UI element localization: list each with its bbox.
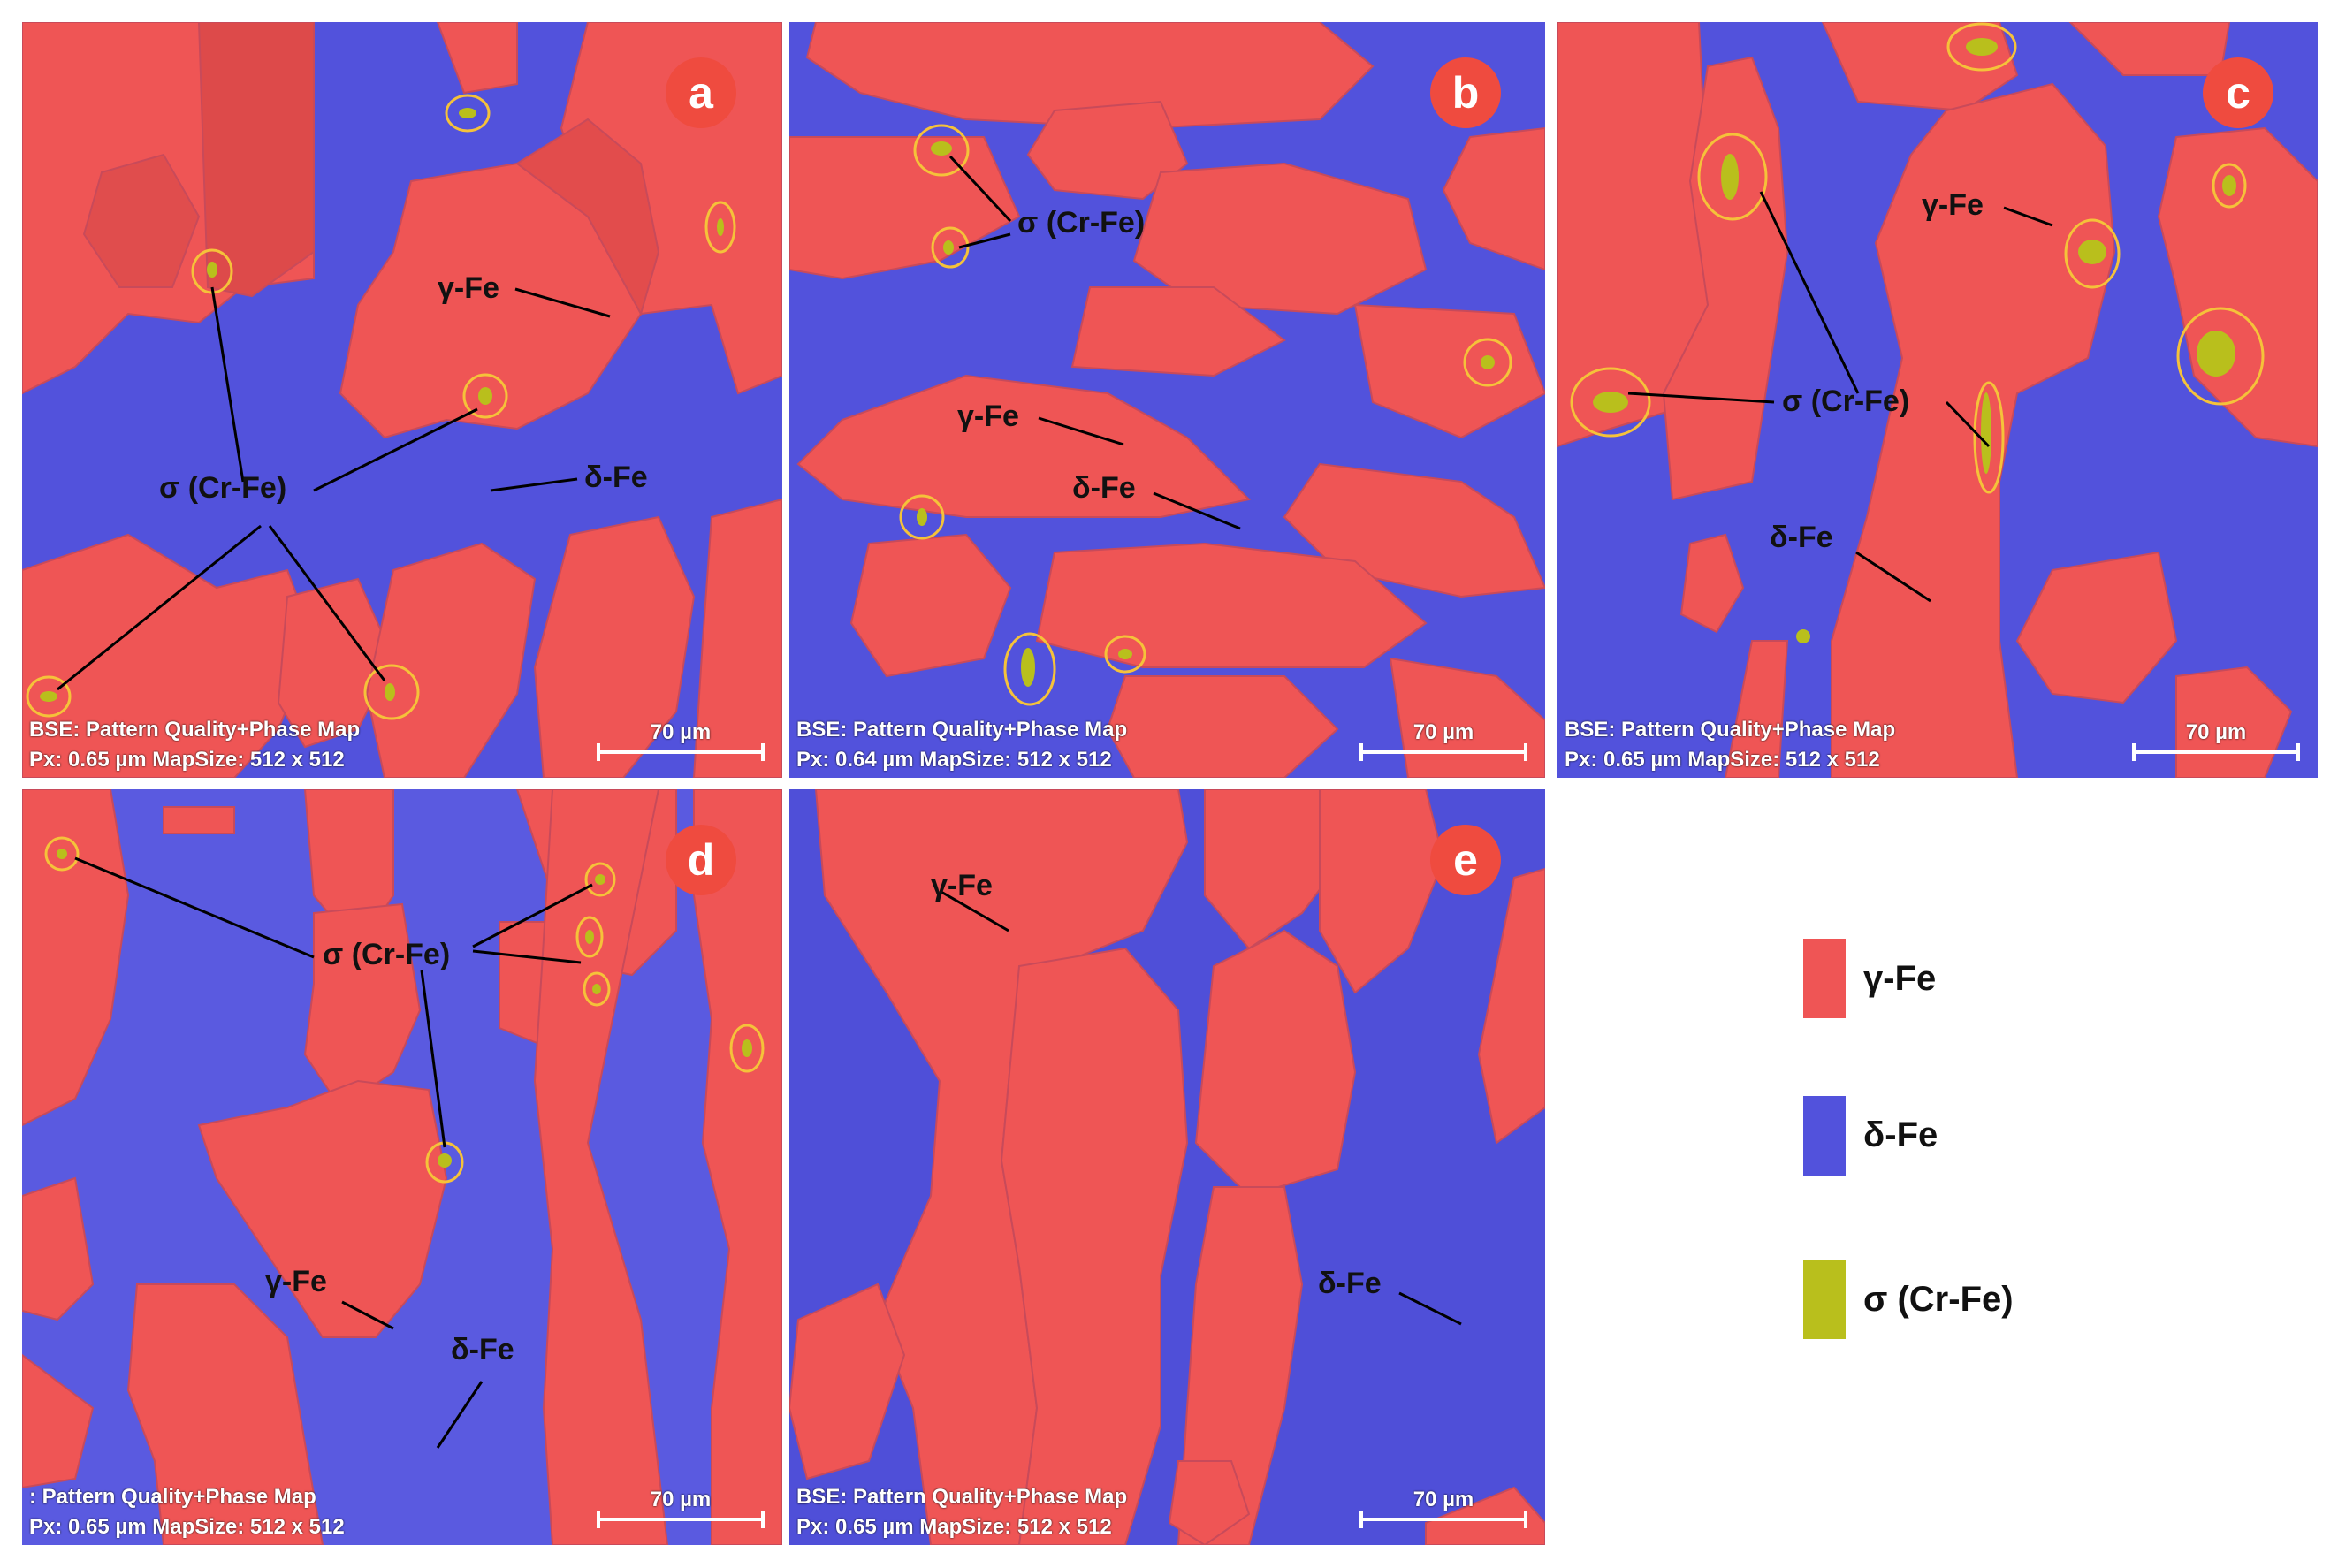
- label-delta: δ-Fe: [584, 461, 648, 494]
- scale-label: 70 µm: [650, 720, 712, 744]
- caption-line-1: BSE: Pattern Quality+Phase Map: [29, 718, 361, 742]
- scale-line: [597, 1511, 765, 1528]
- panel-e: e BSE: Pattern Quality+Phase Map Px: 0.6…: [789, 789, 1545, 1545]
- legend-swatch-gamma: [1803, 939, 1846, 1018]
- panel-letter-c: c: [2203, 57, 2273, 128]
- scale-label: 70 µm: [650, 1488, 712, 1511]
- panel-letter-b: b: [1430, 57, 1501, 128]
- label-delta: δ-Fe: [1072, 471, 1136, 505]
- caption-line-2: Px: 0.65 µm MapSize: 512 x 512: [796, 1515, 1112, 1539]
- caption-line-1: : Pattern Quality+Phase Map: [29, 1485, 316, 1509]
- label-sigma: σ (Cr-Fe): [1782, 384, 1910, 418]
- legend-label-delta: δ-Fe: [1863, 1115, 1938, 1154]
- label-sigma: σ (Cr-Fe): [159, 471, 287, 505]
- panel-d: d : Pattern Quality+Phase Map Px: 0.65 µ…: [22, 789, 782, 1545]
- legend-swatch-delta: [1803, 1096, 1846, 1176]
- scale-line: [1359, 1511, 1527, 1528]
- label-sigma: σ (Cr-Fe): [1017, 206, 1146, 240]
- phase-map-a: [22, 22, 782, 778]
- panel-letter-e: e: [1430, 825, 1501, 895]
- scale-bar: 70 µm: [597, 1488, 765, 1528]
- panel-b: b BSE: Pattern Quality+Phase Map Px: 0.6…: [789, 22, 1545, 778]
- label-delta: δ-Fe: [451, 1333, 514, 1366]
- scale-line: [597, 743, 765, 761]
- label-gamma: γ-Fe: [265, 1265, 327, 1298]
- scale-line: [1359, 743, 1527, 761]
- caption-line-2: Px: 0.65 µm MapSize: 512 x 512: [29, 748, 345, 772]
- label-gamma: γ-Fe: [931, 869, 993, 902]
- scale-label: 70 µm: [1413, 720, 1474, 744]
- scale-line: [2132, 743, 2300, 761]
- panel-c: c BSE: Pattern Quality+Phase Map Px: 0.6…: [1557, 22, 2318, 778]
- legend-label-sigma: σ (Cr-Fe): [1863, 1280, 2014, 1319]
- panel-letter-d: d: [666, 825, 736, 895]
- phase-map-d: [22, 789, 782, 1545]
- label-gamma: γ-Fe: [957, 400, 1019, 433]
- caption-line-1: BSE: Pattern Quality+Phase Map: [796, 1485, 1128, 1509]
- label-delta: δ-Fe: [1770, 521, 1833, 554]
- legend-swatch-sigma: [1803, 1260, 1846, 1339]
- scale-label: 70 µm: [1413, 1488, 1474, 1511]
- panel-letter-a: a: [666, 57, 736, 128]
- label-delta: δ-Fe: [1318, 1267, 1382, 1300]
- phase-map-e: [789, 789, 1545, 1545]
- scale-bar: 70 µm: [1359, 720, 1527, 761]
- scale-bar: 70 µm: [2132, 720, 2300, 761]
- label-sigma: σ (Cr-Fe): [323, 938, 451, 971]
- phase-map-b: [789, 22, 1545, 778]
- phase-map-c: [1557, 22, 2318, 778]
- label-gamma: γ-Fe: [438, 271, 499, 305]
- caption-line-1: BSE: Pattern Quality+Phase Map: [796, 718, 1128, 742]
- scale-bar: 70 µm: [597, 720, 765, 761]
- caption-line-2: Px: 0.65 µm MapSize: 512 x 512: [1565, 748, 1880, 772]
- caption-line-2: Px: 0.65 µm MapSize: 512 x 512: [29, 1515, 345, 1539]
- scale-label: 70 µm: [2185, 720, 2247, 744]
- scale-bar: 70 µm: [1359, 1488, 1527, 1528]
- label-gamma: γ-Fe: [1922, 188, 1984, 222]
- legend-label-gamma: γ-Fe: [1863, 959, 1937, 998]
- panel-a: a BSE: Pattern Quality+Phase Map Px: 0.6…: [22, 22, 782, 778]
- caption-line-2: Px: 0.64 µm MapSize: 512 x 512: [796, 748, 1112, 772]
- caption-line-1: BSE: Pattern Quality+Phase Map: [1565, 718, 1896, 742]
